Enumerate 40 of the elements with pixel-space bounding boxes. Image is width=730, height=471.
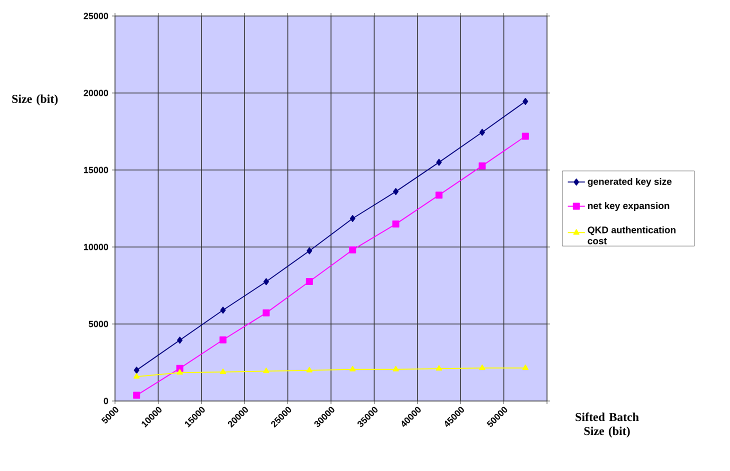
point [220, 368, 226, 374]
y-tick-label: 5000 [88, 320, 108, 328]
point [522, 364, 529, 370]
y-tick-label: 10000 [84, 244, 108, 250]
point [392, 366, 399, 372]
point [134, 366, 140, 374]
y-tick-label: 25000 [84, 12, 108, 20]
legend-label: QKD authentication cost [588, 226, 676, 244]
x-axis-title: Sifted Batch Size (bit) [576, 412, 639, 438]
y-tick-label: 0 [104, 398, 108, 404]
point [176, 369, 183, 375]
point [479, 128, 485, 136]
point [220, 336, 226, 344]
point [263, 278, 269, 286]
point [177, 336, 183, 344]
point [306, 366, 313, 372]
point [436, 158, 442, 166]
point [133, 392, 140, 399]
point [350, 215, 356, 222]
point [522, 98, 528, 105]
point [478, 162, 486, 170]
point [522, 132, 529, 140]
y-axis-title: Size (bit) [12, 94, 58, 106]
point [263, 368, 270, 374]
point [393, 188, 399, 196]
point [306, 247, 312, 254]
legend-label: net key expansion [588, 202, 670, 211]
point [479, 364, 486, 370]
point [436, 365, 442, 371]
point [306, 278, 313, 285]
y-tick-label: 15000 [84, 166, 108, 174]
point [349, 246, 356, 254]
point [220, 306, 226, 314]
legend-label: generated key size [588, 178, 672, 187]
point [134, 373, 140, 379]
point [392, 220, 400, 228]
point [436, 192, 443, 199]
point [350, 366, 356, 372]
y-tick-label: 20000 [84, 90, 108, 96]
point [262, 309, 270, 316]
